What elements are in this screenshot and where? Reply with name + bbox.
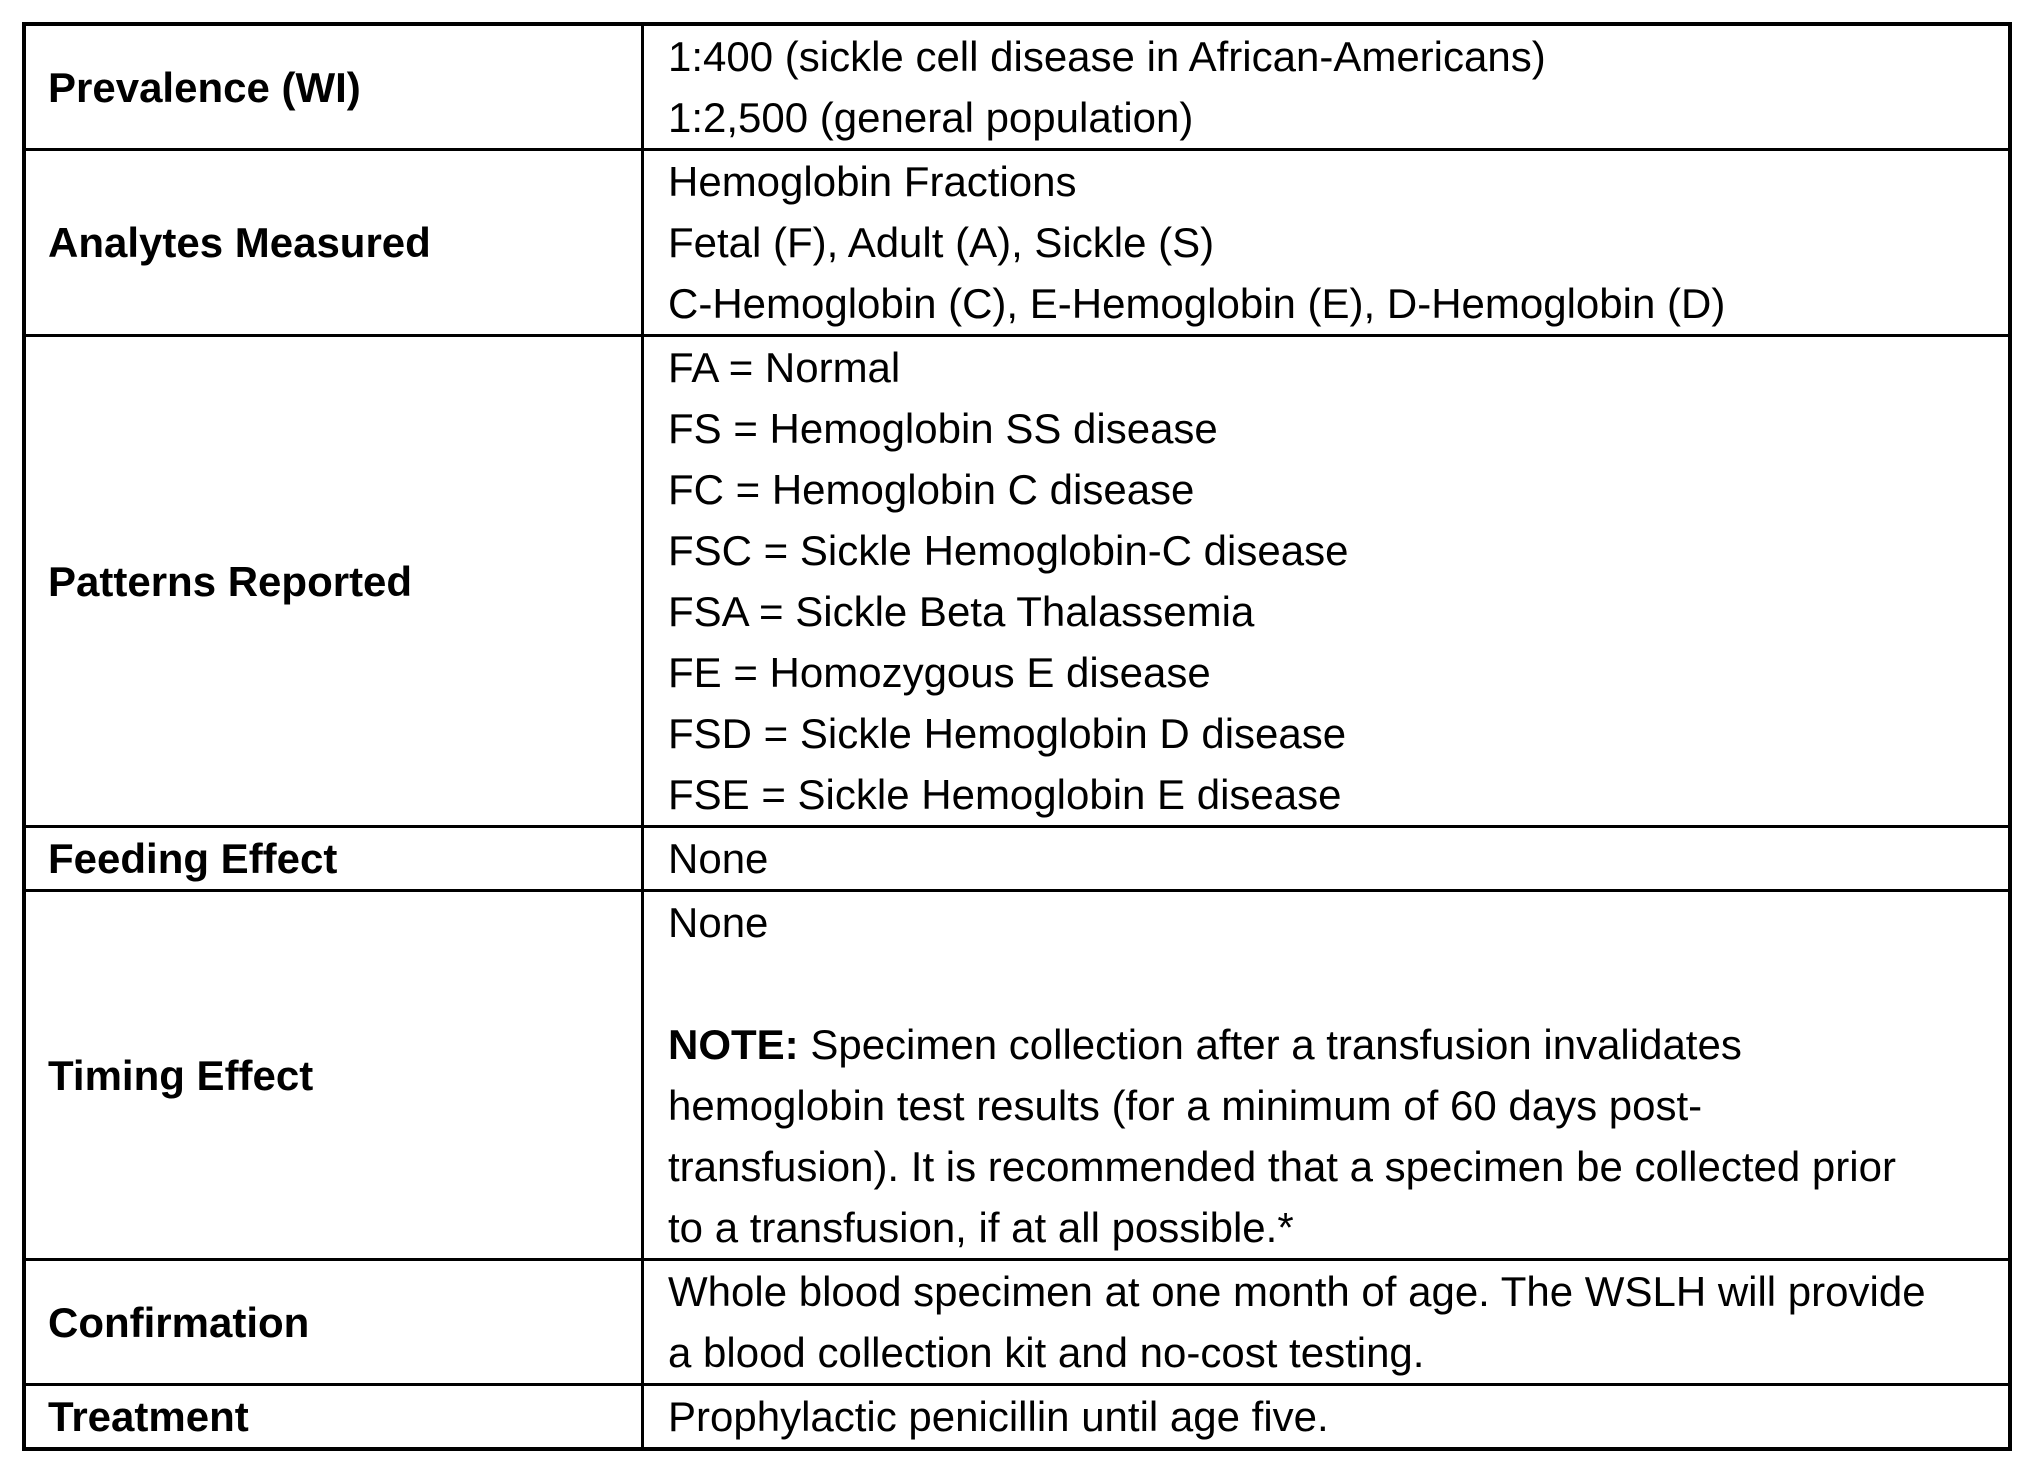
cell-line: Fetal (F), Adult (A), Sickle (S) (668, 212, 1984, 273)
cell-line-text: FE = Homozygous E disease (668, 649, 1211, 696)
row-label: Patterns Reported (22, 334, 644, 828)
row-content: 1:400 (sickle cell disease in African-Am… (641, 22, 2012, 151)
cell-line-text: FSE = Sickle Hemoglobin E disease (668, 771, 1342, 818)
cell-line-text: Specimen collection after a transfusion … (798, 1021, 1742, 1068)
row-label: Treatment (22, 1383, 644, 1451)
cell-line: Whole blood specimen at one month of age… (668, 1261, 1984, 1322)
row-content: None NOTE: Specimen collection after a tr… (641, 889, 2012, 1261)
cell-line: Hemoglobin Fractions (668, 151, 1984, 212)
table-row-prevalence-wi: Prevalence (WI) 1:400 (sickle cell disea… (22, 22, 2012, 151)
row-label: Feeding Effect (22, 825, 644, 892)
cell-line: 1:400 (sickle cell disease in African-Am… (668, 26, 1984, 87)
cell-line-text: FS = Hemoglobin SS disease (668, 405, 1218, 452)
row-label: Timing Effect (22, 889, 644, 1261)
table-row-feeding-effect: Feeding Effect None (22, 825, 2012, 892)
cell-line-text: hemoglobin test results (for a minimum o… (668, 1082, 1703, 1129)
row-content: Hemoglobin Fractions Fetal (F), Adult (A)… (641, 148, 2012, 337)
cell-line-text: FSC = Sickle Hemoglobin-C disease (668, 527, 1349, 574)
cell-line-text: 1:400 (sickle cell disease in African-Am… (668, 33, 1546, 80)
cell-line-text: transfusion). It is recommended that a s… (668, 1143, 1896, 1190)
table-row-treatment: Treatment Prophylactic penicillin until … (22, 1383, 2012, 1451)
cell-line-text: Hemoglobin Fractions (668, 158, 1077, 205)
cell-line: FA = Normal (668, 337, 1984, 398)
cell-line: FSA = Sickle Beta Thalassemia (668, 581, 1984, 642)
cell-line-text: FSA = Sickle Beta Thalassemia (668, 588, 1255, 635)
cell-line: NOTE: Specimen collection after a transf… (668, 1014, 1984, 1075)
table-row-confirmation: Confirmation Whole blood specimen at one… (22, 1258, 2012, 1386)
cell-line-text: a blood collection kit and no-cost testi… (668, 1329, 1425, 1376)
cell-line: Prophylactic penicillin until age five. (668, 1386, 1984, 1447)
cell-line-text: Fetal (F), Adult (A), Sickle (S) (668, 219, 1215, 266)
cell-line: a blood collection kit and no-cost testi… (668, 1322, 1984, 1383)
cell-line-text: to a transfusion, if at all possible.* (668, 1204, 1294, 1251)
blank-line (668, 953, 1984, 1014)
cell-line: None (668, 828, 1984, 889)
row-label: Confirmation (22, 1258, 644, 1386)
cell-line: None (668, 892, 1984, 953)
row-label: Analytes Measured (22, 148, 644, 337)
cell-line-text: FA = Normal (668, 344, 901, 391)
cell-line-text: FSD = Sickle Hemoglobin D disease (668, 710, 1347, 757)
note-label: NOTE: (668, 1021, 799, 1068)
cell-line: FSC = Sickle Hemoglobin-C disease (668, 520, 1984, 581)
cell-line-text: None (668, 835, 769, 882)
cell-line-text: C-Hemoglobin (C), E-Hemoglobin (E), D-He… (668, 280, 1726, 327)
cell-line: C-Hemoglobin (C), E-Hemoglobin (E), D-He… (668, 273, 1984, 334)
row-label: Prevalence (WI) (22, 22, 644, 151)
cell-line: transfusion). It is recommended that a s… (668, 1136, 1984, 1197)
screening-info-table: Prevalence (WI) 1:400 (sickle cell disea… (22, 22, 2012, 1451)
cell-line-text: None (668, 899, 769, 946)
table-row-patterns-reported: Patterns Reported FA = Normal FS = Hemogl… (22, 334, 2012, 828)
row-content: Prophylactic penicillin until age five. (641, 1383, 2012, 1451)
cell-line: FSE = Sickle Hemoglobin E disease (668, 764, 1984, 825)
cell-line: FSD = Sickle Hemoglobin D disease (668, 703, 1984, 764)
cell-line-text: 1:2,500 (general population) (668, 94, 1194, 141)
row-content: FA = Normal FS = Hemoglobin SS disease FC … (641, 334, 2012, 828)
cell-line: FC = Hemoglobin C disease (668, 459, 1984, 520)
cell-line: FS = Hemoglobin SS disease (668, 398, 1984, 459)
cell-line: to a transfusion, if at all possible.* (668, 1197, 1984, 1258)
table-row-analytes-measured: Analytes Measured Hemoglobin Fractions Fe… (22, 148, 2012, 337)
cell-line: FE = Homozygous E disease (668, 642, 1984, 703)
row-content: None (641, 825, 2012, 892)
cell-line-text: Prophylactic penicillin until age five. (668, 1393, 1329, 1440)
row-content: Whole blood specimen at one month of age… (641, 1258, 2012, 1386)
cell-line: 1:2,500 (general population) (668, 87, 1984, 148)
cell-line-text: FC = Hemoglobin C disease (668, 466, 1195, 513)
table-row-timing-effect: Timing Effect None NOTE: Specimen collect… (22, 889, 2012, 1261)
cell-line: hemoglobin test results (for a minimum o… (668, 1075, 1984, 1136)
cell-line-text: Whole blood specimen at one month of age… (668, 1268, 1926, 1315)
